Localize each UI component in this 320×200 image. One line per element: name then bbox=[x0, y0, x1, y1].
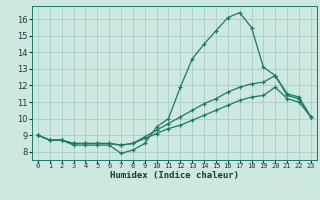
X-axis label: Humidex (Indice chaleur): Humidex (Indice chaleur) bbox=[110, 171, 239, 180]
